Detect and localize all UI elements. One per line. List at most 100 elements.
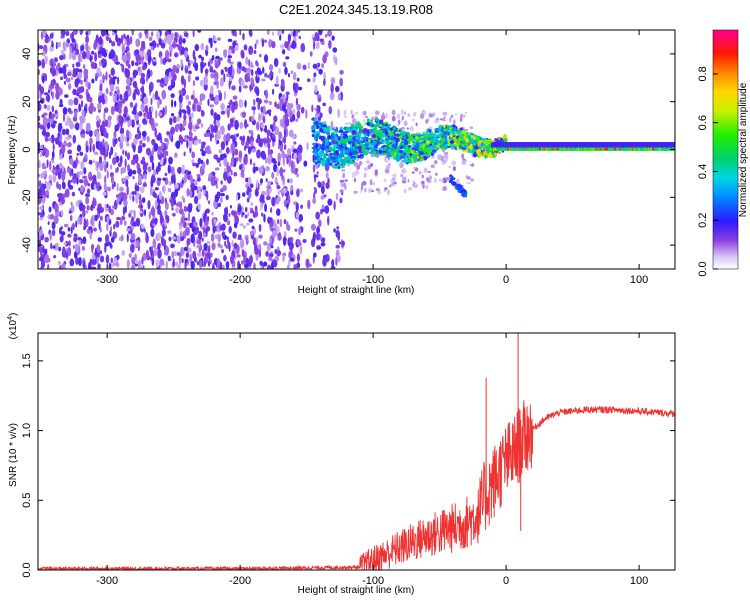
spectrogram-cell: [163, 75, 169, 85]
spectrogram-cell: [61, 164, 64, 174]
spectrogram-cell: [123, 106, 128, 116]
spectrogram-cell: [274, 178, 278, 182]
spectrogram-cell: [136, 239, 140, 249]
spectrogram-cell: [366, 147, 370, 151]
spectrogram-cell: [370, 117, 376, 121]
spectrogram-cell: [168, 156, 173, 165]
spectrogram-cell: [442, 155, 446, 159]
spectrogram-cell: [207, 261, 211, 267]
spectrogram-cell: [102, 145, 106, 153]
spectrogram-cell: [60, 153, 63, 159]
x-tick-label: -200: [229, 274, 251, 286]
spectrogram-cell: [229, 134, 235, 139]
spectrogram-cell: [401, 141, 405, 144]
spectrogram-cell: [153, 168, 157, 176]
spectrogram-cell: [248, 30, 253, 37]
spectrogram-cell: [154, 90, 159, 100]
spectrogram-cell: [116, 197, 120, 206]
spectrogram-cell: [442, 124, 446, 129]
spectrogram-cell: [232, 150, 235, 158]
spectrogram-cell: [461, 191, 465, 195]
spectrogram-cell: [266, 129, 271, 137]
spectrogram-cell: [106, 170, 109, 179]
spectrogram-cell: [296, 239, 301, 246]
spectrogram-cell: [58, 246, 62, 252]
spectrogram-cell: [204, 68, 209, 74]
spectrogram-cell: [231, 103, 235, 114]
spectrogram-cell: [149, 187, 153, 196]
spectrogram-cell: [395, 137, 400, 143]
spectrogram-ylabel: Frequency (Hz): [7, 116, 18, 185]
spectrogram-cell: [255, 189, 259, 197]
spectrogram-cell: [126, 233, 129, 243]
spectrogram-cell: [386, 189, 391, 196]
spectrogram-cell: [228, 79, 231, 90]
spectrogram-cell: [69, 215, 73, 222]
spectrogram-cell: [105, 254, 110, 264]
spectrogram-cell: [122, 206, 125, 217]
spectrogram-cell: [222, 213, 228, 223]
spectrogram-cell: [449, 129, 453, 133]
spectrogram-cell: [431, 155, 435, 159]
spectrogram-cell: [110, 106, 115, 115]
spectrogram-cell: [86, 218, 89, 227]
spectrogram-cell: [204, 254, 208, 264]
spectrogram-cell: [416, 155, 420, 160]
spectrogram-cell: [478, 154, 483, 157]
spectrogram-cell: [235, 193, 239, 202]
spectrogram-cell: [171, 250, 175, 259]
spectrogram-cell: [45, 35, 50, 40]
spectrogram-cell: [318, 136, 324, 140]
spectrogram-cell: [338, 142, 342, 145]
spectrogram-cell: [110, 174, 114, 184]
spectrogram-cell: [247, 212, 250, 217]
spectrogram-cell: [162, 58, 166, 65]
spectrogram-cell: [46, 263, 50, 269]
spectrogram-cell: [225, 146, 230, 154]
spectrogram-cell: [189, 222, 194, 229]
spectrogram-cell: [203, 133, 208, 138]
spectrogram-cell: [120, 197, 124, 202]
spectrogram-cell: [375, 143, 378, 149]
spectrogram-cell: [176, 123, 181, 129]
spectrogram-cell: [53, 254, 57, 259]
spectrogram-cell: [267, 154, 272, 165]
spectrogram-cell: [440, 131, 444, 135]
spectrogram-cell: [192, 30, 195, 38]
spectrogram-cell: [155, 166, 159, 175]
spectrogram-cell: [143, 96, 149, 105]
spectrogram-cell: [427, 170, 432, 174]
spectrogram-cell: [140, 103, 145, 111]
spectrogram-cell: [207, 200, 211, 205]
spectrogram-cell: [172, 64, 177, 73]
spectrogram-cell: [156, 30, 161, 40]
spectrogram-cell: [195, 76, 200, 81]
spectrogram-cell: [239, 157, 242, 163]
spectrogram-cell: [365, 160, 371, 163]
spectrogram-cell: [152, 250, 155, 259]
spectrogram-cell: [467, 145, 471, 149]
spectrogram-cell: [335, 150, 339, 155]
spectrogram-cell: [132, 92, 136, 101]
spectrogram-cell: [189, 60, 194, 64]
spectrogram-cell: [80, 80, 83, 85]
spectrogram-cell: [91, 244, 95, 250]
spectrogram-cell: [110, 257, 114, 264]
spectrogram-cell: [99, 161, 104, 172]
spectrogram-cell: [289, 111, 293, 116]
spectrogram-cell: [88, 97, 93, 103]
spectrogram-cell: [61, 181, 65, 190]
spectrogram-cell: [323, 78, 326, 87]
spectrogram-cell: [288, 258, 291, 267]
spectrogram-cell: [464, 111, 468, 114]
spectrogram-cell: [63, 94, 69, 98]
spectrogram-cell: [173, 251, 178, 257]
spectrogram-cell: [259, 194, 265, 202]
spectrogram-cell: [85, 50, 91, 60]
spectrogram-cell: [287, 194, 291, 205]
spectrogram-cell: [413, 183, 419, 189]
spectrogram-cell: [229, 118, 234, 124]
spectrogram-cell: [67, 149, 73, 155]
spectrogram-cell: [372, 182, 375, 186]
